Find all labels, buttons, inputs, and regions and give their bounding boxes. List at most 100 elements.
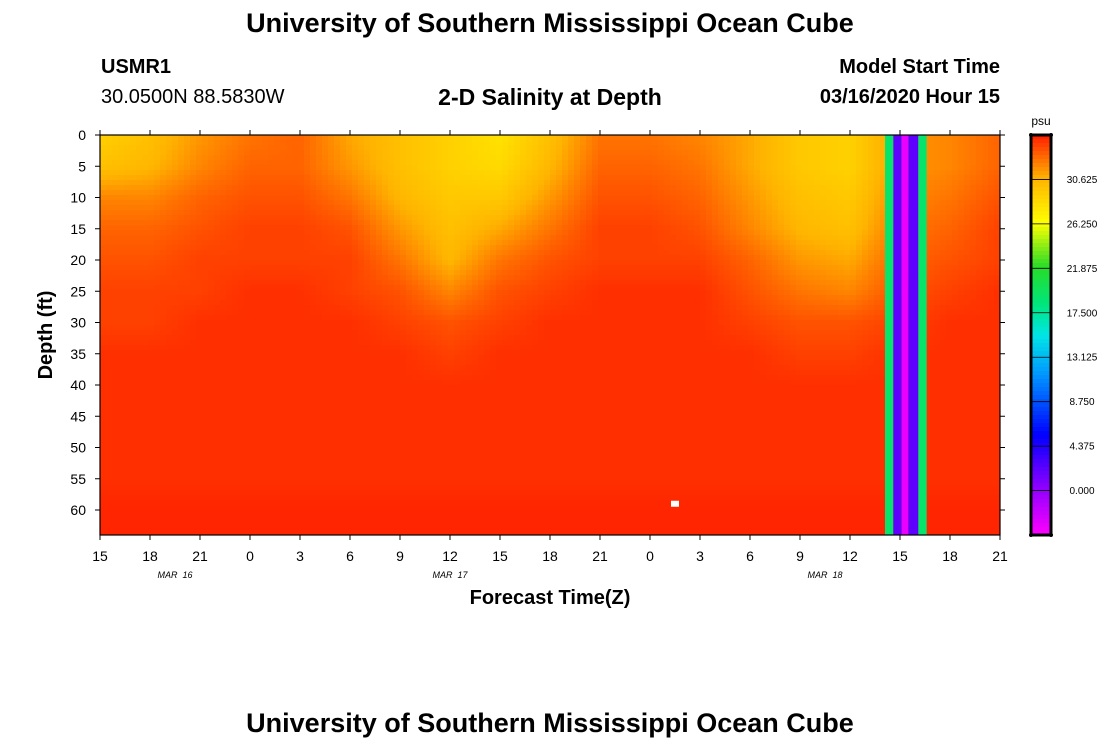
heatmap-cell: [832, 235, 839, 241]
heatmap-cell: [706, 140, 713, 146]
heatmap-cell: [484, 290, 491, 296]
heatmap-cell: [214, 225, 221, 231]
heatmap-cell: [310, 160, 317, 166]
heatmap-cell: [124, 195, 131, 201]
heatmap-cell: [454, 250, 461, 256]
heatmap-cell: [250, 190, 257, 196]
heatmap-cell: [322, 225, 329, 231]
heatmap-cell: [526, 195, 533, 201]
heatmap-cell: [706, 230, 713, 236]
heatmap-cell: [670, 295, 677, 301]
heatmap-cell: [946, 295, 953, 301]
heatmap-cell: [502, 280, 509, 286]
heatmap-cell: [526, 190, 533, 196]
heatmap-cell: [562, 145, 569, 151]
heatmap-cell: [226, 175, 233, 181]
heatmap-cell: [148, 135, 155, 141]
heatmap-cell: [136, 280, 143, 286]
heatmap-cell: [160, 185, 167, 191]
heatmap-cell: [802, 270, 809, 276]
heatmap-cell: [106, 275, 113, 281]
heatmap-cell: [838, 245, 845, 251]
heatmap-cell: [538, 135, 545, 141]
heatmap-cell: [310, 180, 317, 186]
heatmap-cell: [862, 190, 869, 196]
heatmap-cell: [436, 200, 443, 206]
heatmap-cell: [616, 190, 623, 196]
heatmap-cell: [478, 155, 485, 161]
heatmap-cell: [568, 265, 575, 271]
heatmap-cell: [298, 150, 305, 156]
heatmap-cell: [772, 205, 779, 211]
heatmap-cell: [286, 265, 293, 271]
heatmap-cell: [604, 270, 611, 276]
heatmap-cell: [154, 270, 161, 276]
heatmap-cell: [952, 145, 959, 151]
heatmap-cell: [628, 195, 635, 201]
heatmap-cell: [748, 210, 755, 216]
heatmap-cell: [484, 135, 491, 141]
heatmap-cell: [424, 215, 431, 221]
heatmap-cell: [226, 185, 233, 191]
heatmap-cell: [556, 195, 563, 201]
heatmap-cell: [286, 155, 293, 161]
heatmap-cell: [274, 235, 281, 241]
heatmap-cell: [256, 170, 263, 176]
heatmap-cell: [424, 270, 431, 276]
heatmap-cell: [436, 170, 443, 176]
heatmap-cell: [304, 290, 311, 296]
heatmap-cell: [586, 185, 593, 191]
heatmap-cell: [616, 265, 623, 271]
heatmap-cell: [814, 175, 821, 181]
heatmap-cell: [694, 240, 701, 246]
heatmap-cell: [400, 175, 407, 181]
heatmap-cell: [718, 195, 725, 201]
heatmap-cell: [982, 280, 989, 286]
heatmap-cell: [994, 180, 1000, 186]
heatmap-cell: [874, 215, 881, 221]
heatmap-cell: [436, 290, 443, 296]
heatmap-cell: [232, 155, 239, 161]
heatmap-cell: [814, 195, 821, 201]
heatmap-cell: [748, 235, 755, 241]
heatmap-cell: [766, 155, 773, 161]
heatmap-cell: [310, 205, 317, 211]
heatmap-cell: [352, 270, 359, 276]
heatmap-cell: [400, 225, 407, 231]
heatmap-cell: [274, 145, 281, 151]
heatmap-cell: [136, 270, 143, 276]
heatmap-cell: [802, 200, 809, 206]
heatmap-cell: [190, 145, 197, 151]
heatmap-cell: [556, 175, 563, 181]
heatmap-cell: [328, 240, 335, 246]
heatmap-cell: [190, 210, 197, 216]
heatmap-cell: [838, 235, 845, 241]
heatmap-cell: [598, 245, 605, 251]
heatmap-cell: [646, 275, 653, 281]
heatmap-cell: [694, 290, 701, 296]
heatmap-cell: [670, 190, 677, 196]
heatmap-cell: [280, 170, 287, 176]
heatmap-cell: [352, 220, 359, 226]
heatmap-cell: [280, 300, 287, 306]
heatmap-cell: [778, 145, 785, 151]
heatmap-cell: [112, 160, 119, 166]
heatmap-cell: [676, 140, 683, 146]
heatmap-cell: [478, 235, 485, 241]
heatmap-cell: [286, 250, 293, 256]
heatmap-cell: [670, 260, 677, 266]
heatmap-cell: [340, 230, 347, 236]
heatmap-cell: [514, 140, 521, 146]
heatmap-cell: [958, 260, 965, 266]
heatmap-cell: [748, 255, 755, 261]
heatmap-cell: [598, 225, 605, 231]
heatmap-cell: [322, 220, 329, 226]
heatmap-cell: [466, 245, 473, 251]
heatmap-cell: [988, 135, 995, 141]
heatmap-cell: [352, 160, 359, 166]
heatmap-cell: [532, 140, 539, 146]
heatmap-cell: [412, 250, 419, 256]
heatmap-cell: [670, 145, 677, 151]
heatmap-cell: [334, 240, 341, 246]
heatmap-cell: [826, 270, 833, 276]
